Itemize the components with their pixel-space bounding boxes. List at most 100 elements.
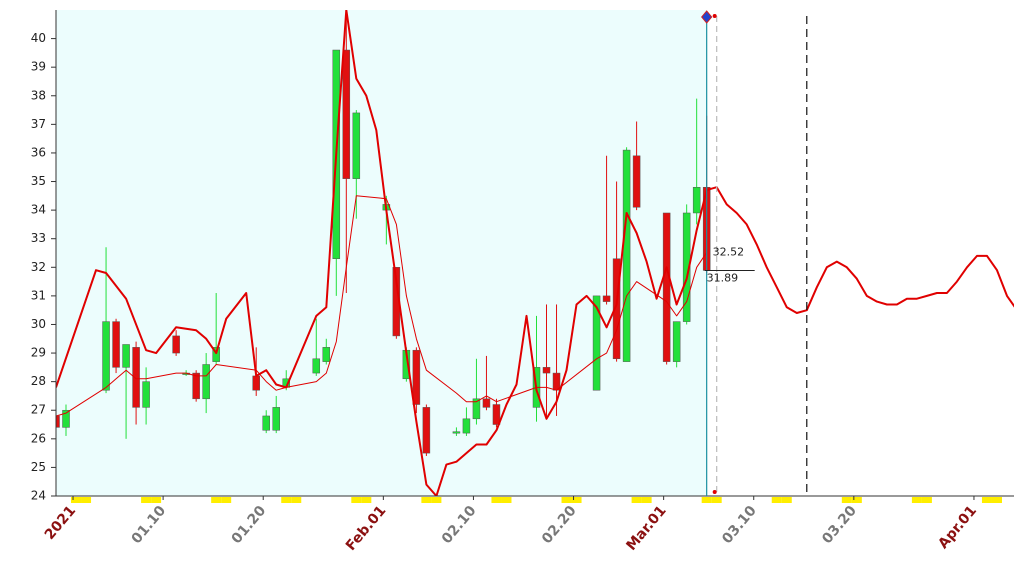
weekend-marker <box>991 497 1002 503</box>
axes: 24 25 26 27 28 29 30 31 32 33 34 35 36 37 38 39 40 2021 01… <box>31 10 1014 554</box>
y-tick-label: 36 <box>31 145 46 159</box>
y-tick-label: 40 <box>31 31 46 45</box>
candle-body <box>272 407 280 431</box>
weekend-marker <box>711 497 722 503</box>
weekend-marker <box>851 497 862 503</box>
weekend-marker <box>361 497 372 503</box>
candle-body <box>412 349 421 405</box>
weekend-marker <box>841 497 852 503</box>
weekend-marker <box>921 497 932 503</box>
candle-body <box>422 407 431 454</box>
candle-body <box>482 398 491 408</box>
candle-body <box>672 321 681 362</box>
x-tick-label: 01.10 <box>129 503 170 547</box>
candle-body <box>252 375 260 391</box>
weekend-marker <box>71 497 82 503</box>
weekend-marker <box>911 497 922 503</box>
y-tick-label: 26 <box>31 431 46 445</box>
y-tick-label: 34 <box>31 203 46 217</box>
weekend-marker <box>141 497 152 503</box>
candle-body <box>122 344 130 368</box>
y-tick-label: 28 <box>31 374 46 388</box>
weekend-marker <box>211 497 222 503</box>
weekend-marker <box>421 497 432 503</box>
candle-body <box>142 381 150 408</box>
candle-body <box>542 367 551 374</box>
candle-body <box>62 409 70 428</box>
candle-body <box>692 186 701 214</box>
last-marker <box>701 10 713 24</box>
candle-body <box>112 321 120 368</box>
candle-body <box>622 149 631 362</box>
weekend-marker <box>221 497 232 503</box>
weekend-marker <box>641 497 652 503</box>
candle-body <box>102 321 110 391</box>
y-tick-label: 39 <box>31 60 46 74</box>
weekend-marker <box>151 497 162 503</box>
annotation: 31.89 <box>707 271 739 284</box>
x-tick-label: 2021 <box>42 503 79 543</box>
candle-body <box>202 364 210 400</box>
annotation: 32.52 <box>713 245 745 258</box>
candle-body <box>602 295 611 302</box>
line-series <box>56 195 708 417</box>
candle-body <box>342 49 351 179</box>
weekend-marker <box>351 497 362 503</box>
weekend-marker <box>571 497 582 503</box>
y-tick-label: 29 <box>31 346 46 360</box>
marker-dot <box>712 490 717 494</box>
candle-body <box>462 418 471 434</box>
weekend-marker <box>771 497 782 503</box>
weekend-marker <box>491 497 502 503</box>
weekend-marker <box>631 497 642 503</box>
candle-body <box>492 404 501 425</box>
y-tick-label: 25 <box>31 460 46 474</box>
y-tick-label: 30 <box>31 317 46 331</box>
line-series <box>56 10 1014 496</box>
plot-area <box>56 10 1014 496</box>
candle-body <box>472 398 481 420</box>
y-tick-label: 31 <box>31 288 46 302</box>
marker-dot <box>712 14 717 18</box>
history-background <box>56 10 707 496</box>
candle-body <box>662 212 671 362</box>
x-tick-label: 03.10 <box>719 503 760 547</box>
candle-body <box>632 155 641 208</box>
x-tick-label: Feb.01 <box>343 503 390 554</box>
y-tick-label: 37 <box>31 117 46 131</box>
candle-body <box>312 358 321 374</box>
plot-background <box>56 10 707 496</box>
x-tick-label: Mar.01 <box>623 503 669 554</box>
y-tick-label: 38 <box>31 88 46 102</box>
weekend-marker <box>431 497 442 503</box>
candle-body <box>132 347 140 408</box>
x-tick-label: 02.10 <box>439 503 480 547</box>
y-tick-label: 35 <box>31 174 46 188</box>
y-tick-label: 24 <box>31 489 46 503</box>
weekend-marker <box>561 497 572 503</box>
y-tick-label: 33 <box>31 231 46 245</box>
x-tick-label: Apr.01 <box>935 503 980 552</box>
candle-body <box>192 372 200 400</box>
candle-body <box>262 415 270 431</box>
candle-body <box>212 347 220 362</box>
candle-body <box>322 347 331 362</box>
y-tick-label: 27 <box>31 403 46 417</box>
weekend-marker <box>281 497 292 503</box>
weekend-marker <box>501 497 512 503</box>
candle-body <box>682 212 691 322</box>
x-tick-label: 03.20 <box>819 503 860 547</box>
weekend-marker <box>981 497 992 503</box>
x-tick-label: 01.20 <box>229 503 270 547</box>
weekend-marker <box>701 497 712 503</box>
candle-body <box>452 431 461 434</box>
weekend-marker <box>291 497 302 503</box>
candle-body <box>172 335 180 354</box>
candle-body <box>612 258 621 360</box>
candle-body <box>592 295 601 391</box>
weekend-marker <box>781 497 792 503</box>
x-tick-label: 02.20 <box>539 503 580 547</box>
y-tick-label: 32 <box>31 260 46 274</box>
